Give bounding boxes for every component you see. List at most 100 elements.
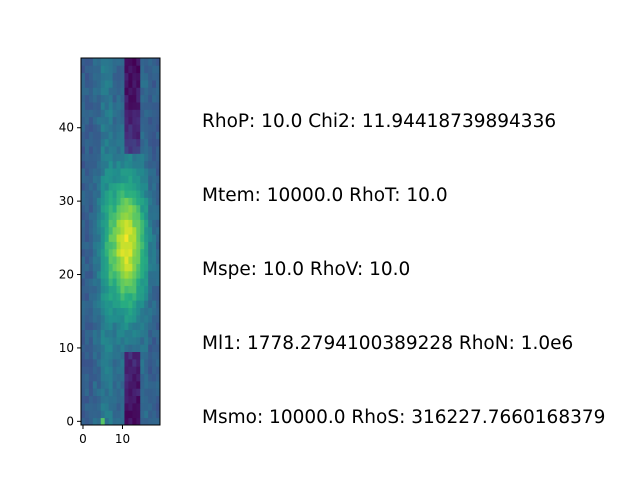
- heatmap-cell: [100, 402, 106, 411]
- heatmap-cell: [81, 380, 86, 389]
- heatmap-cell: [108, 380, 113, 389]
- heatmap-cell: [132, 226, 137, 235]
- heatmap-cell: [152, 204, 157, 213]
- heatmap-cell: [128, 292, 133, 301]
- heatmap-cell: [84, 212, 90, 220]
- heatmap-cell: [120, 322, 125, 330]
- heatmap-cell: [140, 292, 145, 301]
- heatmap-cell: [116, 336, 121, 345]
- heatmap-cell: [132, 285, 137, 294]
- heatmap-cell: [100, 366, 106, 375]
- heatmap-cell: [84, 388, 90, 397]
- heatmap-cell: [120, 300, 125, 308]
- heatmap-cell: [84, 322, 90, 330]
- heatmap-cell: [108, 234, 113, 242]
- heatmap-cell: [100, 373, 106, 382]
- heatmap-cell: [100, 219, 106, 228]
- heatmap-cell: [140, 116, 145, 125]
- heatmap-cell: [116, 395, 121, 404]
- heatmap-cell: [81, 124, 86, 132]
- heatmap-cell: [124, 234, 129, 242]
- heatmap-cell: [92, 153, 98, 162]
- heatmap-cell: [140, 270, 145, 279]
- heatmap-cell: [128, 65, 133, 74]
- heatmap-cell: [124, 146, 129, 154]
- heatmap-cell: [124, 109, 129, 118]
- heatmap-cell: [148, 190, 153, 198]
- heatmap-cell: [104, 285, 110, 294]
- heatmap-cell: [152, 226, 157, 235]
- heatmap-cell: [124, 402, 129, 411]
- heatmap-cell: [132, 160, 137, 169]
- heatmap-cell: [148, 395, 153, 404]
- heatmap-cell: [112, 190, 117, 198]
- heatmap-cell: [132, 124, 137, 132]
- heatmap-cell: [128, 109, 133, 118]
- heatmap-cell: [120, 182, 125, 191]
- heatmap-cell: [128, 278, 133, 286]
- heatmap-cell: [140, 248, 145, 257]
- heatmap-cell: [152, 373, 157, 382]
- heatmap-cell: [88, 314, 94, 323]
- heatmap-cell: [152, 417, 157, 426]
- heatmap-cell: [88, 351, 94, 360]
- heatmap-cell: [88, 190, 94, 198]
- heatmap-cell: [152, 388, 157, 397]
- heatmap-cell: [116, 116, 121, 125]
- heatmap-cell: [140, 351, 145, 360]
- heatmap-cell: [96, 256, 102, 264]
- heatmap-cell: [92, 329, 98, 338]
- heatmap-cell: [112, 388, 117, 397]
- heatmap-cell: [148, 102, 153, 110]
- heatmap-cell: [108, 204, 113, 213]
- heatmap-cell: [81, 358, 86, 367]
- heatmap-cell: [156, 373, 161, 382]
- heatmap-cell: [92, 300, 98, 308]
- heatmap-cell: [88, 65, 94, 74]
- heatmap-cell: [96, 329, 102, 338]
- heatmap-cell: [124, 87, 129, 96]
- heatmap-cell: [144, 285, 149, 294]
- heatmap-cell: [108, 109, 113, 118]
- heatmap-cell: [100, 263, 106, 272]
- heatmap-cell: [96, 366, 102, 375]
- heatmap-cell: [104, 380, 110, 389]
- heatmap-cell: [104, 109, 110, 118]
- heatmap-cell: [112, 131, 117, 140]
- heatmap-cell: [104, 314, 110, 323]
- heatmap-cell: [116, 278, 121, 286]
- heatmap-cell: [112, 402, 117, 411]
- heatmap-cell: [124, 175, 129, 184]
- heatmap-cell: [108, 285, 113, 294]
- heatmap-cell: [92, 278, 98, 286]
- heatmap-cell: [140, 373, 145, 382]
- heatmap-cell: [136, 160, 141, 169]
- heatmap-cell: [81, 322, 86, 330]
- heatmap-cell: [81, 329, 86, 338]
- heatmap-cell: [124, 153, 129, 162]
- heatmap-cell: [112, 256, 117, 264]
- heatmap-cell: [92, 263, 98, 272]
- heatmap-cell: [92, 351, 98, 360]
- heatmap-cell: [104, 131, 110, 140]
- heatmap-cell: [128, 410, 133, 419]
- heatmap-cell: [104, 80, 110, 88]
- heatmap-cell: [152, 212, 157, 220]
- heatmap-cell: [81, 314, 86, 323]
- heatmap-cell: [92, 138, 98, 147]
- heatmap-cell: [128, 116, 133, 125]
- heatmap-cell: [120, 366, 125, 375]
- heatmap-cell: [84, 351, 90, 360]
- heatmap-cell: [108, 307, 113, 316]
- heatmap-cell: [140, 263, 145, 272]
- heatmap-cell: [96, 300, 102, 308]
- heatmap-cell: [108, 212, 113, 220]
- heatmap-cell: [120, 102, 125, 110]
- heatmap-cell: [148, 410, 153, 419]
- heatmap-cell: [92, 344, 98, 352]
- heatmap-cell: [136, 72, 141, 81]
- heatmap-cell: [124, 314, 129, 323]
- heatmap-cell: [128, 366, 133, 375]
- heatmap-cell: [96, 160, 102, 169]
- heatmap-cell: [144, 160, 149, 169]
